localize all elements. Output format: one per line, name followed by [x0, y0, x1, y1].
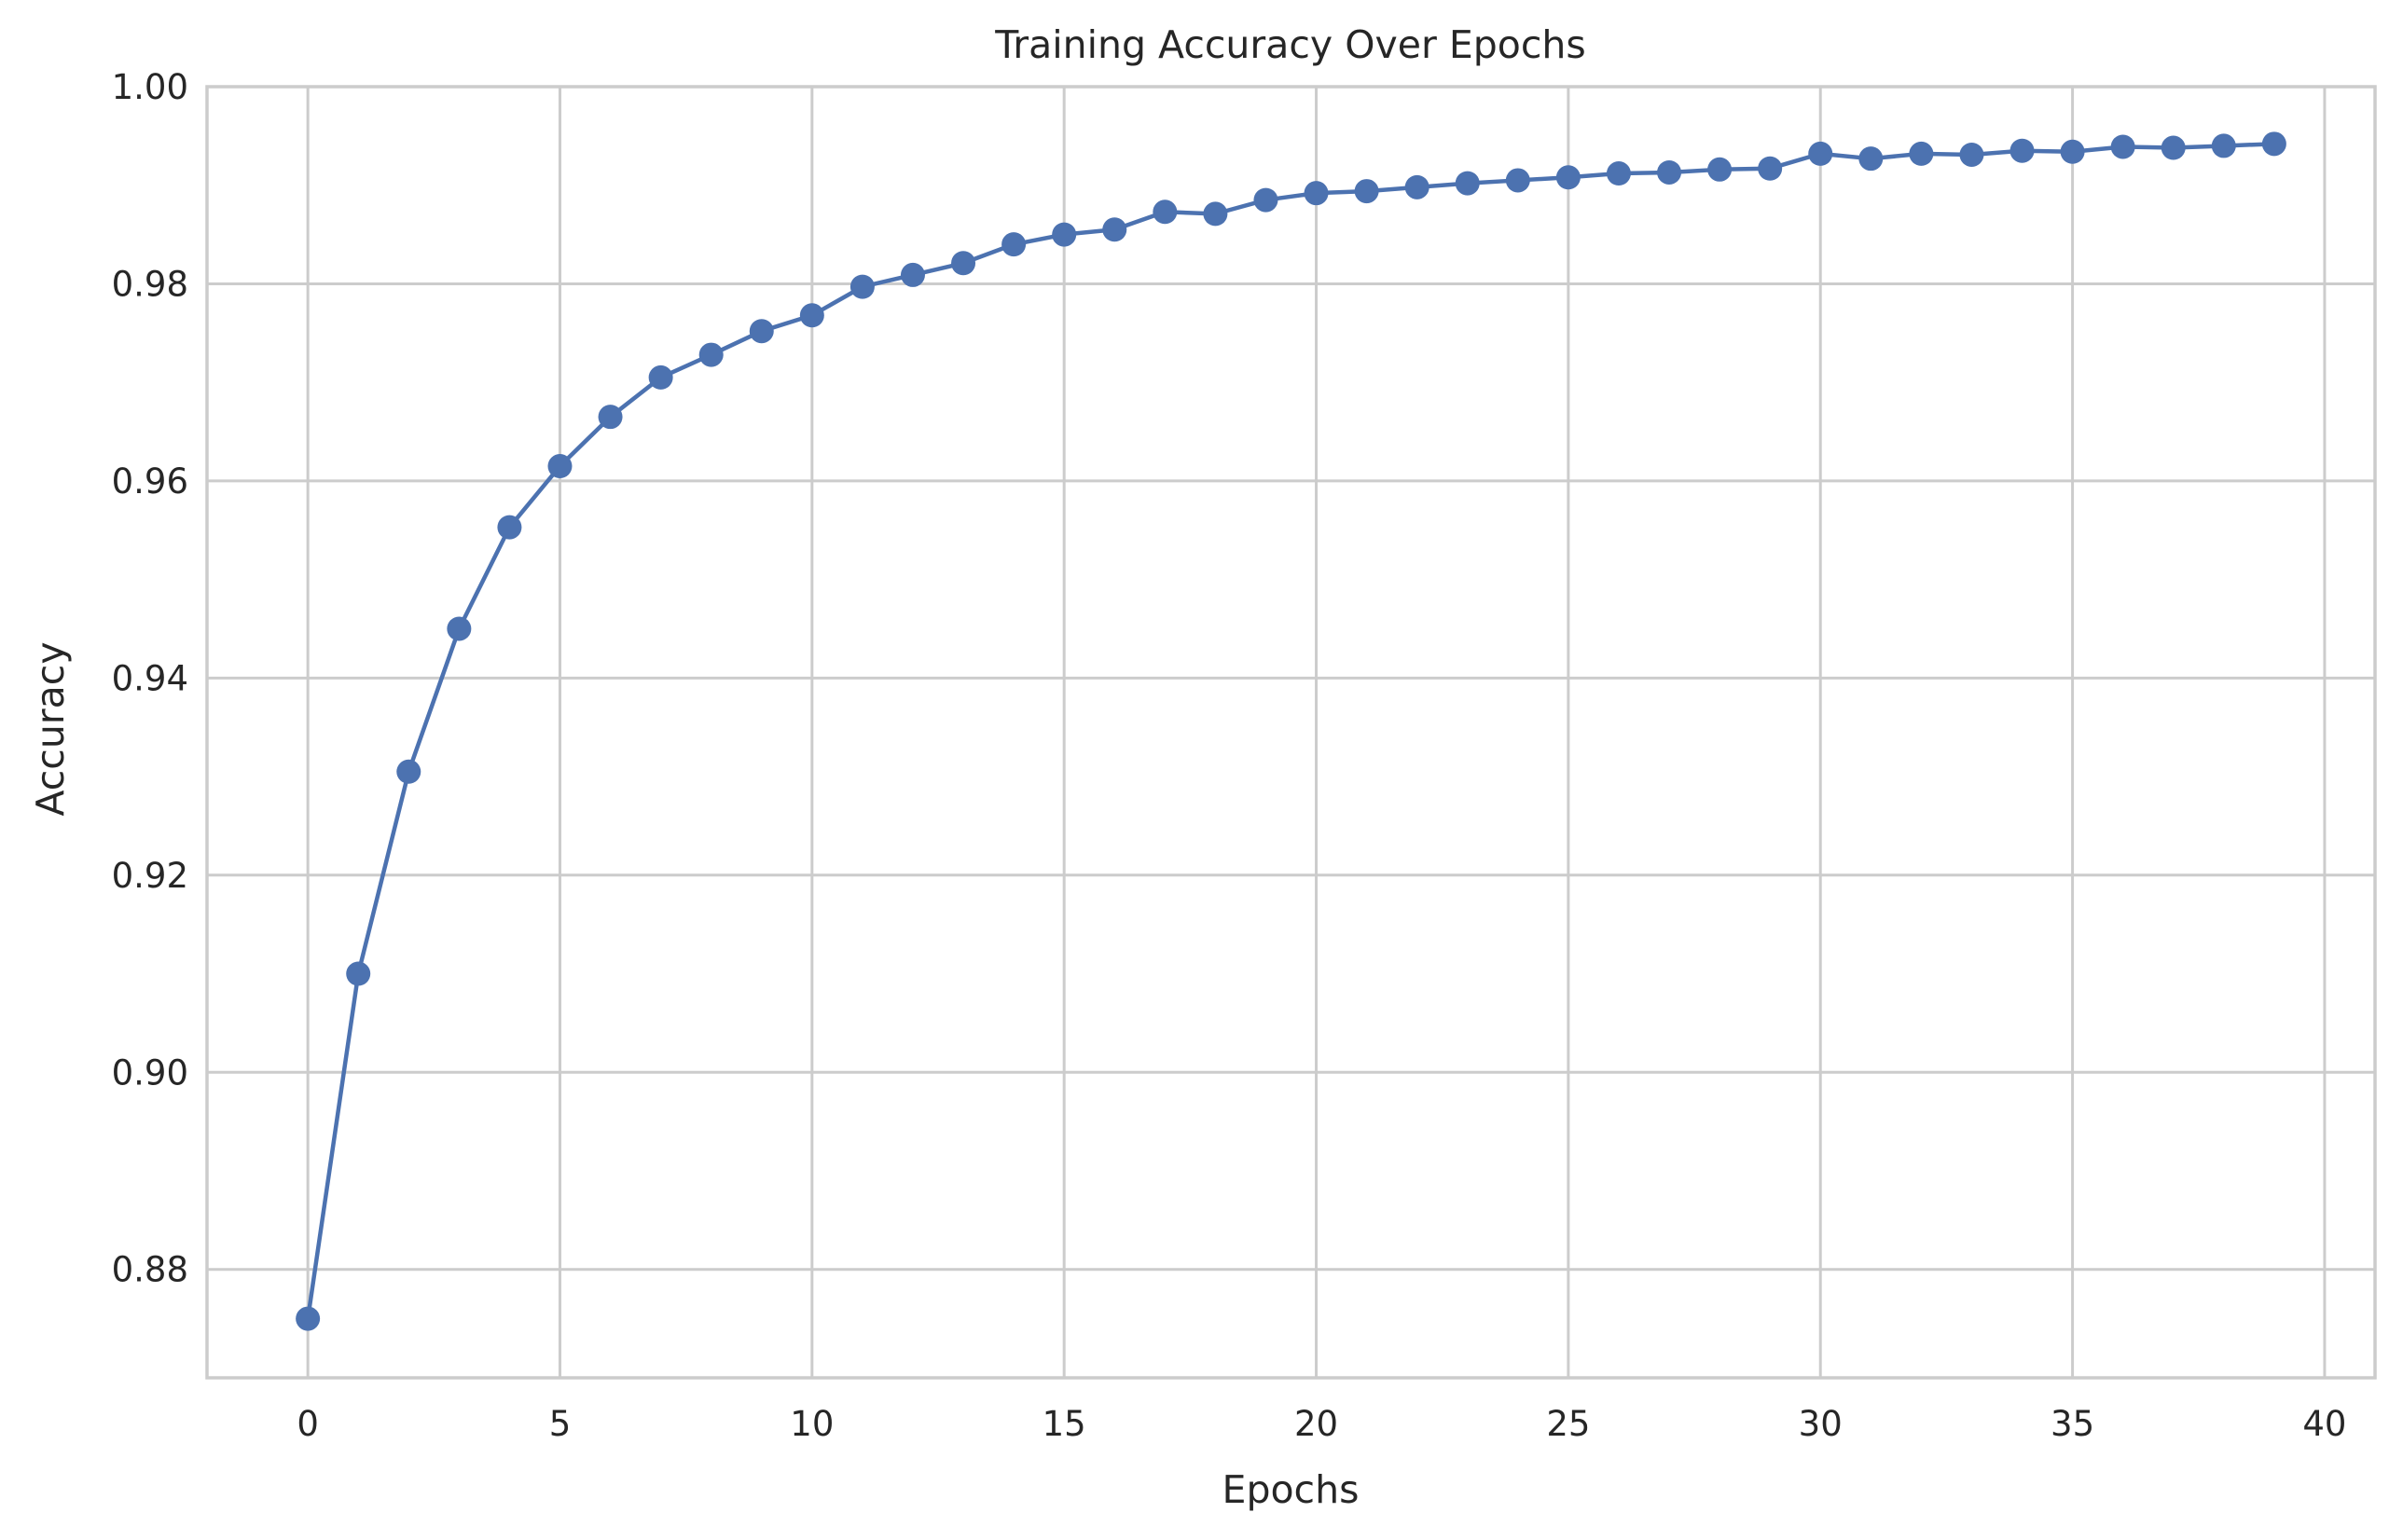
y-tick-label: 0.92: [112, 856, 188, 896]
data-point: [447, 616, 472, 641]
y-tick-label: 1.00: [112, 67, 188, 107]
data-point: [749, 319, 774, 344]
data-point: [346, 961, 371, 986]
data-point: [1858, 146, 1884, 172]
x-axis-title: Epochs: [1222, 1467, 1360, 1512]
series-line: [305, 142, 2274, 1319]
data-point: [2161, 135, 2186, 160]
data-point: [1909, 141, 1934, 166]
y-tick-label: 0.88: [112, 1250, 188, 1290]
data-point: [2110, 134, 2135, 159]
data-point: [296, 1306, 321, 1331]
data-point: [698, 342, 724, 367]
data-point: [1959, 142, 1984, 167]
x-tick-label: 25: [1546, 1404, 1590, 1444]
plot-frame: [205, 85, 2377, 1380]
x-tick-label: 20: [1294, 1404, 1338, 1444]
data-point: [1606, 161, 1631, 186]
x-tick-label: 0: [297, 1404, 319, 1444]
data-point: [900, 262, 925, 287]
data-point: [1657, 159, 1682, 185]
y-tick-label: 0.94: [112, 658, 188, 698]
data-point: [396, 759, 421, 784]
data-point: [1758, 156, 1783, 181]
series-layer: [296, 131, 2286, 1331]
data-point: [1052, 222, 1077, 247]
data-point: [497, 515, 522, 540]
chart-title: Training Accuracy Over Epochs: [994, 22, 1586, 67]
data-point: [1153, 199, 1178, 225]
data-point: [1455, 171, 1480, 196]
data-point: [1808, 141, 1833, 166]
y-axis-title: Accuracy: [28, 641, 73, 816]
data-point: [1505, 168, 1530, 193]
data-point: [2060, 139, 2085, 164]
data-point: [1404, 174, 1429, 199]
data-point: [1304, 181, 1329, 206]
y-tick-label: 0.90: [112, 1052, 188, 1093]
x-tick-label: 30: [1799, 1404, 1843, 1444]
data-point: [1102, 217, 1127, 242]
data-point: [1707, 157, 1733, 182]
data-point: [1354, 179, 1379, 204]
data-point: [951, 251, 976, 276]
data-point: [648, 364, 673, 390]
data-point: [1001, 232, 1027, 257]
x-tick-label: 5: [549, 1404, 572, 1444]
data-point: [547, 454, 573, 479]
data-point: [2009, 138, 2035, 163]
data-point: [1253, 187, 1278, 213]
data-point: [799, 303, 824, 328]
data-point: [2211, 133, 2236, 158]
data-point: [2261, 131, 2286, 157]
data-point: [849, 274, 875, 299]
data-point: [1203, 201, 1228, 227]
x-tick-label: 10: [790, 1404, 834, 1444]
data-point: [1555, 165, 1581, 190]
grid: [207, 85, 2375, 1378]
y-tick-label: 0.98: [112, 264, 188, 304]
x-tick-label: 35: [2051, 1404, 2094, 1444]
y-tick-label: 0.96: [112, 461, 188, 502]
data-point: [598, 405, 623, 430]
tick-labels: 0 5 10 15 20 25 30 35 40 0.88 0.90 0.92 0.94 0.96 0.98…: [112, 67, 2347, 1444]
x-tick-label: 15: [1043, 1404, 1086, 1444]
x-tick-label: 40: [2302, 1404, 2346, 1444]
